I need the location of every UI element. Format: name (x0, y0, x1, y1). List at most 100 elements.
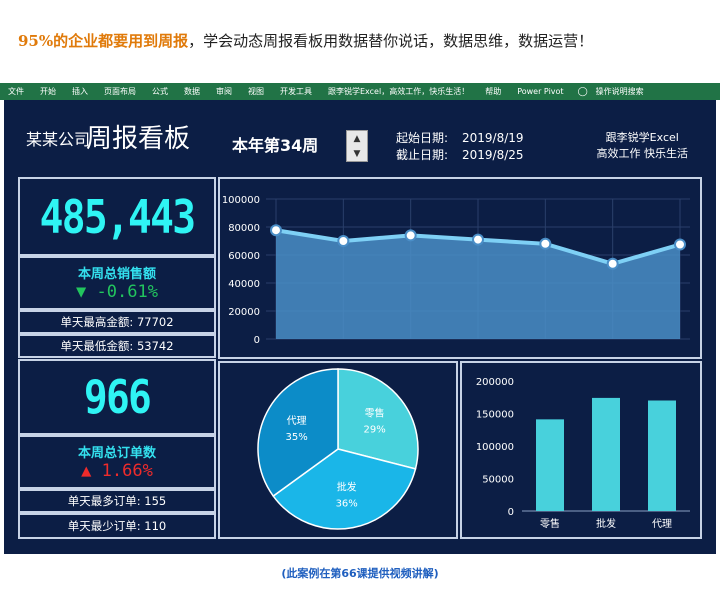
ribbon-tab-page-layout[interactable]: 页面布局 (104, 87, 136, 96)
week-spinner[interactable]: ▲ ▼ (346, 130, 368, 162)
week-label: 本年第34周 (232, 136, 319, 155)
channel-bar-chart: 0 50000 100000 150000 200000 零售 批发 代理 (476, 377, 690, 530)
slogan: 跟李锐学Excel 高效工作 快乐生活 (597, 130, 689, 162)
data-point (472, 233, 484, 246)
spinner-up-icon[interactable]: ▲ (353, 133, 361, 144)
orders-min-value: 110 (144, 519, 167, 533)
y-tick-label: 60000 (228, 251, 260, 262)
ribbon-tab-custom[interactable]: 跟李锐学Excel，高效工作，快乐生活！ (328, 87, 470, 96)
data-point (337, 235, 350, 247)
channel-pie-chart: 零售 29% 批发 36% 代理 35% (257, 368, 419, 530)
data-point (606, 257, 619, 270)
pie-percent: 29% (364, 425, 386, 436)
ribbon-tab-home[interactable]: 开始 (40, 87, 56, 96)
data-point (404, 229, 417, 242)
video-caption: (此案例在第66课提供视频讲解) (281, 567, 439, 580)
x-tick-label: 批发 (596, 517, 616, 530)
y-tick-label: 80000 (228, 223, 260, 234)
y-tick-label: 100000 (222, 195, 260, 206)
pie-slice (257, 368, 339, 498)
y-tick-label: 50000 (482, 475, 514, 486)
lightbulb-icon: ◯ (577, 86, 588, 97)
orders-max-label: 单天最多订单: (67, 494, 141, 508)
y-tick-label: 20000 (228, 307, 260, 318)
sales-total: 485,443 (39, 189, 196, 244)
bar (648, 400, 676, 511)
data-point (674, 238, 686, 251)
x-tick-label: 代理 (652, 518, 672, 530)
dashboard-frame: 某某公司 周报看板 本年第34周 ▲ ▼ 起始日期: 2019/8/19 截止日期… (4, 100, 716, 554)
y-tick-label: 200000 (476, 377, 514, 388)
channel-pie-panel: 零售 29% 批发 36% 代理 35% (218, 361, 458, 539)
orders-total-label: 本周总订单数 (77, 446, 156, 461)
orders-change-value: 1.66% (101, 461, 153, 481)
excel-ribbon: 文件 开始 插入 页面布局 公式 数据 审阅 视图 开发工具 跟李锐学Excel… (0, 83, 720, 100)
sales-change-panel: 本周总销售额 ▼ -0.61% (18, 256, 216, 310)
ribbon-tab-view[interactable]: 视图 (248, 87, 264, 96)
start-date-label: 起始日期: (396, 131, 449, 145)
headline-rest: ，学会动态周报看板用数据替你说话，数据思维，数据运营！ (188, 32, 594, 50)
ribbon-tell-me[interactable]: 操作说明搜索 (595, 87, 644, 96)
orders-max-panel: 单天最多订单: 155 (18, 489, 216, 513)
arrow-down-icon: ▼ (76, 282, 87, 302)
bar (592, 397, 620, 511)
sales-max-panel: 单天最高金额: 77702 (18, 310, 216, 334)
sales-max-label: 单天最高金额: (60, 315, 134, 329)
article-headline: 95%的企业都要用到周报，学会动态周报看板用数据替你说话，数据思维，数据运营！ (18, 30, 593, 51)
orders-change-panel: 本周总订单数 ▲ 1.66% (18, 435, 216, 489)
orders-min-label: 单天最少订单: (67, 519, 141, 533)
ribbon-tab-insert[interactable]: 插入 (72, 87, 88, 96)
sales-area (276, 230, 680, 339)
orders-min-panel: 单天最少订单: 110 (18, 513, 216, 539)
orders-max-value: 155 (144, 494, 167, 508)
page-title: 周报看板 (86, 124, 191, 154)
sales-trend-chart: 0 20000 40000 60000 80000 100000 (222, 195, 690, 346)
pie-percent: 35% (286, 432, 308, 443)
sales-change: ▼ -0.61% (20, 282, 214, 302)
sales-min-panel: 单天最低金额: 53742 (18, 334, 216, 358)
bar (536, 419, 564, 511)
orders-total-panel: 966 (18, 359, 216, 435)
ribbon-tab-power-pivot[interactable]: Power Pivot (517, 87, 564, 96)
spinner-down-icon[interactable]: ▼ (353, 148, 361, 159)
sales-change-value: -0.61% (96, 282, 158, 302)
sales-min-label: 单天最低金额: (60, 339, 134, 353)
pie-label: 批发 (337, 481, 357, 494)
ribbon-tab-review[interactable]: 审阅 (216, 87, 232, 96)
sales-total-panel: 485,443 (18, 177, 216, 256)
date-range: 起始日期: 2019/8/19 截止日期: 2019/8/25 (396, 130, 524, 164)
ribbon-tab-formulas[interactable]: 公式 (152, 87, 168, 96)
orders-change: ▲ 1.66% (20, 461, 214, 481)
y-tick-label: 40000 (228, 279, 260, 290)
y-tick-label: 150000 (476, 410, 514, 421)
sales-trend-panel: 0 20000 40000 60000 80000 100000 (218, 177, 702, 359)
pie-slice (337, 368, 419, 470)
headline-highlight: 95%的企业都要用到周报 (18, 32, 189, 50)
orders-total: 966 (83, 370, 152, 424)
ribbon-tab-data[interactable]: 数据 (184, 87, 200, 96)
ribbon-tab-developer[interactable]: 开发工具 (280, 87, 312, 96)
pie-label: 零售 (365, 407, 385, 420)
end-date-label: 截止日期: (396, 148, 449, 162)
pie-slice (272, 448, 417, 530)
slogan-line-2: 高效工作 快乐生活 (596, 147, 689, 160)
sales-total-label: 本周总销售额 (77, 267, 156, 282)
slogan-line-1: 跟李锐学Excel (605, 131, 679, 144)
pie-label: 代理 (287, 415, 307, 427)
y-tick-label: 0 (254, 335, 260, 346)
y-tick-label: 0 (508, 507, 514, 518)
sales-min-value: 53742 (136, 339, 174, 353)
pie-percent: 36% (336, 499, 358, 510)
x-tick-label: 零售 (540, 517, 560, 530)
ribbon-tab-help[interactable]: 帮助 (485, 87, 502, 96)
arrow-up-icon: ▲ (81, 461, 92, 481)
company-name: 某某公司 (26, 130, 91, 149)
sales-max-value: 77702 (136, 315, 174, 329)
start-date: 2019/8/19 (462, 131, 524, 145)
ribbon-tab-file[interactable]: 文件 (8, 87, 24, 96)
channel-bar-panel: 0 50000 100000 150000 200000 零售 批发 代理 (460, 361, 702, 539)
y-tick-label: 100000 (476, 442, 514, 453)
end-date: 2019/8/25 (462, 148, 524, 162)
data-point (270, 224, 282, 237)
data-point (539, 237, 552, 250)
